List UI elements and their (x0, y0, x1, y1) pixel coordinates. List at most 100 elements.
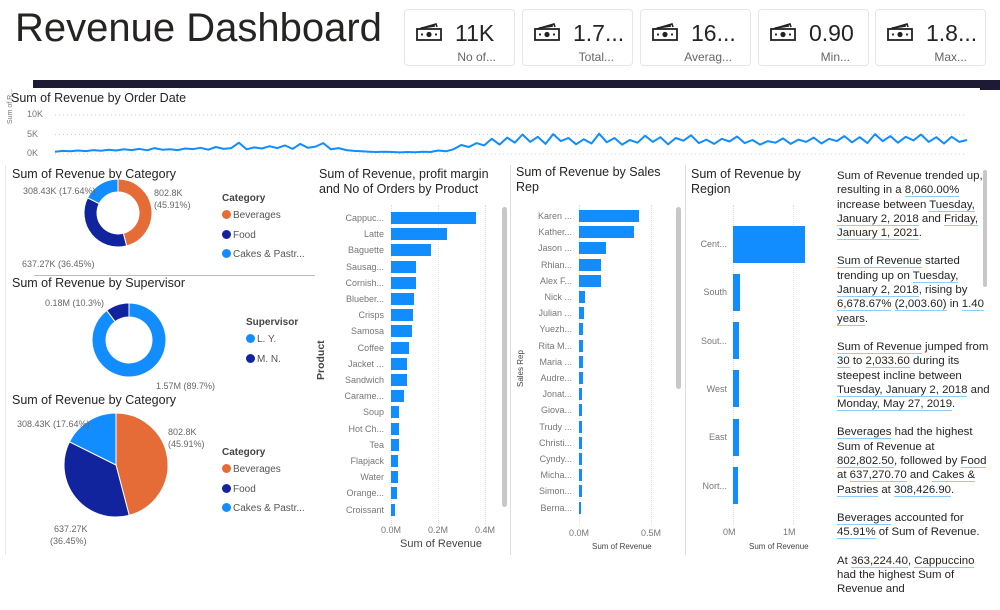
bar[interactable] (733, 322, 739, 360)
narrative-link[interactable]: 363,224.40 (850, 554, 908, 568)
narrative-link[interactable]: 30 (837, 355, 850, 369)
bar[interactable] (391, 471, 398, 484)
bar[interactable] (391, 503, 396, 516)
bar[interactable] (391, 212, 477, 224)
narrative-link[interactable]: 6,678.67% (837, 298, 892, 312)
bar[interactable] (579, 469, 582, 482)
bar[interactable] (733, 273, 741, 311)
bar[interactable] (391, 455, 399, 467)
bar[interactable] (391, 341, 410, 354)
bar[interactable] (391, 325, 412, 338)
legend-item[interactable]: Beverages (222, 210, 281, 221)
bar[interactable] (579, 355, 583, 368)
bar[interactable] (391, 422, 400, 435)
bar[interactable] (391, 309, 413, 322)
pie-slice[interactable] (63, 441, 130, 518)
bar[interactable] (579, 501, 582, 514)
legend-item[interactable]: Beverages (222, 464, 281, 475)
narrative-link[interactable]: Tuesday, January 2, 2018 (837, 383, 968, 397)
pie-slice[interactable] (91, 302, 167, 378)
kpi-card[interactable]: 16... Averag... (640, 9, 751, 66)
kpi-value: 1.8... (926, 20, 978, 46)
bar[interactable] (579, 274, 601, 287)
pie-slice[interactable] (117, 178, 153, 247)
bar[interactable] (579, 339, 584, 352)
bar[interactable] (579, 485, 582, 498)
pie-slice[interactable] (106, 302, 130, 323)
bar[interactable] (391, 374, 407, 386)
kpi-card[interactable]: 0.90 Min... (758, 9, 869, 66)
bar[interactable] (579, 291, 585, 303)
narrative-link[interactable]: 2,033.60 (865, 355, 910, 369)
narrative-link[interactable]: years (837, 312, 865, 326)
bar[interactable] (579, 226, 634, 239)
bar[interactable] (579, 210, 640, 222)
bar[interactable] (579, 388, 583, 401)
kpi-card[interactable]: 11K No of... (404, 9, 515, 66)
bar[interactable] (733, 418, 739, 456)
pie-slice[interactable] (86, 178, 119, 205)
pie-slice[interactable] (68, 412, 117, 466)
narrative-link[interactable]: 8,060.00% (904, 184, 960, 198)
bar[interactable] (579, 453, 582, 465)
bar[interactable] (391, 228, 448, 241)
bar[interactable] (391, 390, 404, 403)
narrative-link[interactable]: Food (960, 455, 987, 469)
bar[interactable] (579, 242, 607, 255)
narrative-link[interactable]: 308,426.90 (894, 483, 952, 497)
legend-item[interactable]: Cakes & Pastr... (222, 249, 305, 260)
narrative-link[interactable]: 45.91% (837, 526, 876, 540)
legend-item[interactable]: L. Y. (246, 334, 276, 345)
narrative-link[interactable]: Tuesday, January 2, 2018 (837, 198, 975, 226)
salesrep-scrollbar[interactable] (676, 207, 681, 389)
bar[interactable] (391, 487, 397, 500)
bar[interactable] (391, 244, 431, 257)
bar[interactable] (391, 438, 399, 451)
bar[interactable] (391, 357, 407, 370)
pie-slice[interactable] (115, 412, 169, 516)
product-chart-panel[interactable]: Sum of Revenue, profit margin and No of … (315, 165, 511, 555)
region-chart-panel[interactable]: Sum of Revenue by Region Sum of Revenue … (687, 165, 822, 555)
bar[interactable] (579, 323, 584, 336)
narrative-link[interactable]: 1.40 (961, 298, 984, 312)
bar[interactable] (391, 293, 414, 305)
bar[interactable] (579, 258, 602, 271)
narrative-link[interactable]: (2,003.60) (894, 298, 947, 312)
legend-item[interactable]: Cakes & Pastr... (222, 503, 305, 514)
line-chart-panel[interactable]: Sum of Revenue by Order Date Sum of R...… (5, 88, 980, 164)
revenue-line[interactable] (54, 132, 968, 154)
narrative-link[interactable]: Sum of Revenue (837, 340, 922, 354)
bar[interactable] (579, 404, 582, 417)
narrative-link[interactable]: Beverages (837, 511, 892, 525)
bar[interactable] (391, 406, 400, 419)
kpi-card[interactable]: 1.7... Total... (522, 9, 633, 66)
narrative-link[interactable]: Tuesday, January 2, 2018 (837, 269, 959, 298)
pie-slice[interactable] (83, 197, 128, 248)
bar[interactable] (391, 260, 416, 273)
legend-item[interactable]: M. N. (246, 353, 281, 365)
bar[interactable] (579, 372, 583, 384)
bar[interactable] (733, 370, 739, 408)
salesrep-chart-panel[interactable]: Sum of Revenue by Sales Rep Sales Rep Su… (512, 165, 686, 555)
product-scrollbar[interactable] (502, 207, 507, 507)
narrative-link[interactable]: Beverages (837, 426, 892, 440)
narrative-link[interactable]: Sum of Revenue (837, 255, 922, 269)
bar[interactable] (391, 276, 416, 289)
y-tick-label: 10K (27, 109, 44, 119)
bar[interactable] (579, 420, 582, 433)
kpi-card[interactable]: 1.8... Max... (875, 9, 986, 66)
narrative-link[interactable]: 637,270.70 (849, 469, 907, 483)
bar[interactable] (579, 307, 585, 320)
narrative-link[interactable]: Cakes & Pastries (837, 469, 976, 497)
bar[interactable] (733, 225, 805, 263)
bar[interactable] (733, 467, 738, 504)
narrative-link[interactable]: Cappuccino (914, 554, 975, 568)
narrative-text: and (918, 212, 945, 225)
narrative-link[interactable]: Friday, January 1, 2021 (837, 212, 979, 241)
legend-item[interactable]: Food (222, 483, 256, 495)
narrative-scrollbar[interactable] (983, 170, 987, 287)
bar[interactable] (579, 436, 582, 449)
narrative-link[interactable]: 802,802.50 (837, 455, 895, 469)
legend-item[interactable]: Food (222, 229, 256, 241)
narrative-link[interactable]: Monday, May 27, 2019 (837, 398, 953, 412)
